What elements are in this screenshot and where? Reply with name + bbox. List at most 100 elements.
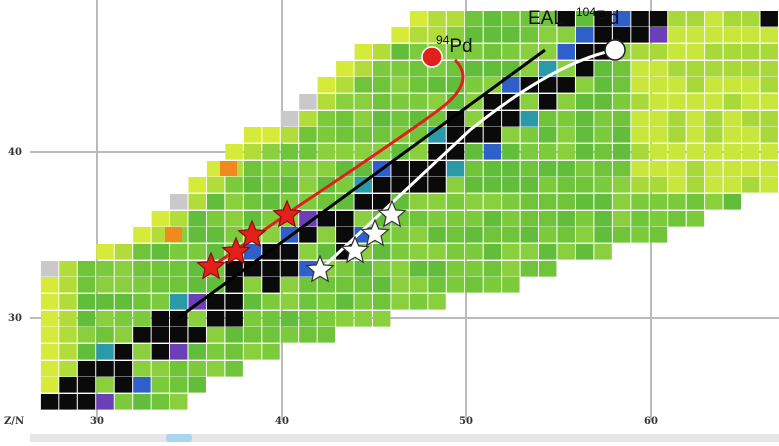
cell — [317, 294, 336, 310]
cell — [391, 177, 409, 193]
cell — [114, 244, 133, 260]
cell — [206, 161, 225, 177]
cell — [502, 261, 520, 277]
cell — [280, 311, 299, 327]
cell — [317, 311, 336, 327]
cell — [225, 277, 243, 293]
cell — [409, 194, 428, 210]
cell — [409, 11, 428, 27]
cell — [77, 261, 96, 277]
scroll-thumb[interactable] — [166, 434, 192, 442]
cell — [336, 61, 354, 77]
cell — [686, 11, 705, 27]
cell — [206, 344, 225, 360]
x-tick-label: 60 — [644, 416, 658, 427]
cell — [225, 227, 243, 243]
cell — [668, 27, 686, 43]
cell — [631, 194, 649, 210]
cell — [262, 261, 280, 277]
cell — [465, 77, 483, 93]
cell — [539, 227, 557, 243]
cell — [151, 261, 170, 277]
cell — [594, 127, 612, 143]
cell — [668, 161, 686, 177]
cell — [723, 44, 742, 60]
cell — [299, 311, 317, 327]
cell — [262, 194, 280, 210]
cell — [40, 361, 59, 377]
cell — [705, 161, 723, 177]
cell — [483, 44, 502, 60]
cell — [96, 261, 114, 277]
cell — [243, 277, 262, 293]
cell — [220, 161, 237, 176]
cell — [373, 277, 391, 293]
cell — [557, 227, 575, 243]
cell — [557, 11, 575, 27]
cell — [243, 161, 262, 177]
cell — [336, 261, 354, 277]
cell — [59, 311, 77, 327]
cell — [705, 111, 723, 127]
cell — [631, 11, 649, 27]
cell — [502, 227, 520, 243]
cell — [723, 161, 742, 177]
cell — [723, 177, 742, 193]
cell — [317, 127, 336, 143]
cell — [243, 211, 262, 227]
cell — [280, 277, 299, 293]
cell — [133, 394, 151, 410]
cell — [668, 127, 686, 143]
cell — [649, 111, 668, 127]
cell — [483, 27, 502, 43]
cell — [133, 277, 151, 293]
cell — [391, 277, 409, 293]
cell — [391, 94, 409, 110]
cell — [686, 61, 705, 77]
star — [340, 235, 370, 264]
cell — [742, 144, 760, 160]
cell — [391, 61, 409, 77]
cell — [354, 77, 372, 93]
cell — [243, 261, 262, 277]
cell — [594, 177, 612, 193]
cell — [631, 211, 649, 227]
cell — [465, 277, 483, 293]
cell — [502, 77, 520, 93]
cell — [262, 311, 280, 327]
cell — [262, 127, 280, 143]
cell — [133, 311, 151, 327]
mass-number: 104 — [576, 5, 596, 19]
cell — [649, 211, 668, 227]
cell — [446, 194, 465, 210]
cell — [576, 11, 594, 27]
cell — [465, 161, 483, 177]
cell — [705, 44, 723, 60]
cell — [299, 211, 317, 227]
scrollbar[interactable] — [30, 434, 779, 442]
cell — [336, 94, 354, 110]
cell — [243, 177, 262, 193]
cell — [612, 61, 631, 77]
cell — [354, 144, 372, 160]
cell — [502, 277, 520, 293]
cell — [280, 177, 299, 193]
cell — [206, 327, 225, 343]
cell — [705, 94, 723, 110]
cell — [649, 227, 668, 243]
cell — [188, 177, 206, 193]
cell — [446, 44, 465, 60]
cell — [575, 161, 594, 177]
cell — [557, 161, 575, 177]
cell — [631, 144, 649, 160]
cell — [299, 227, 317, 243]
cell — [40, 327, 59, 343]
cell — [336, 277, 354, 293]
cell — [483, 261, 502, 277]
cell — [631, 94, 649, 110]
cell — [262, 161, 280, 177]
cell — [465, 61, 483, 77]
pd94-label: 94Pd — [436, 33, 473, 57]
cell — [299, 111, 317, 127]
